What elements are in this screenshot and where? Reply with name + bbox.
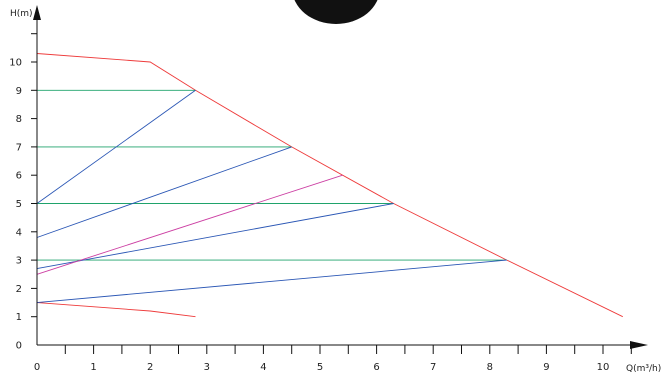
y-tick-label: 2 bbox=[16, 284, 22, 295]
y-tick-label: 0 bbox=[16, 341, 22, 352]
x-axis-label: Q(m³/h) bbox=[626, 364, 661, 374]
y-tick-label: 8 bbox=[16, 114, 22, 125]
y-axis-arrow bbox=[33, 5, 41, 20]
x-tick-layer: 0 1 2 3 4 5 6 7 8 9 10 bbox=[34, 345, 632, 373]
series-line-1 bbox=[36, 302, 196, 318]
y-tick-label: 3 bbox=[16, 256, 22, 267]
x-tick-label: 4 bbox=[260, 362, 266, 373]
x-tick-label: 9 bbox=[543, 362, 549, 373]
series-line-6 bbox=[36, 89, 196, 204]
x-tick-label: 1 bbox=[90, 362, 96, 373]
x-axis-arrow bbox=[630, 341, 648, 349]
y-tick-layer: 0 1 2 3 4 5 6 7 8 9 10 bbox=[9, 33, 37, 352]
x-tick-label: 3 bbox=[204, 362, 210, 373]
y-tick-label: 4 bbox=[16, 227, 22, 238]
series-layer bbox=[36, 53, 623, 318]
black-circle-shape bbox=[294, 0, 378, 24]
series-line-7 bbox=[36, 146, 292, 238]
x-tick-label: 8 bbox=[487, 362, 493, 373]
x-tick-label: 2 bbox=[147, 362, 153, 373]
y-tick-label: 9 bbox=[16, 86, 22, 97]
series-line-10 bbox=[36, 174, 343, 275]
series-line-9 bbox=[36, 259, 507, 304]
y-tick-label: 10 bbox=[9, 58, 22, 69]
y-tick-label: 7 bbox=[16, 142, 22, 153]
x-tick-label: 0 bbox=[34, 362, 40, 373]
x-tick-label: 7 bbox=[430, 362, 436, 373]
series-line-0 bbox=[36, 53, 623, 318]
y-tick-label: 6 bbox=[16, 171, 22, 182]
x-tick-label: 10 bbox=[597, 362, 610, 373]
x-tick-label: 5 bbox=[317, 362, 323, 373]
y-axis-label: H(m) bbox=[10, 9, 33, 19]
y-tick-label: 1 bbox=[16, 312, 22, 323]
axes-layer bbox=[33, 5, 648, 349]
y-tick-label: 5 bbox=[16, 199, 22, 210]
x-tick-label: 6 bbox=[373, 362, 379, 373]
series-line-8 bbox=[36, 203, 394, 270]
